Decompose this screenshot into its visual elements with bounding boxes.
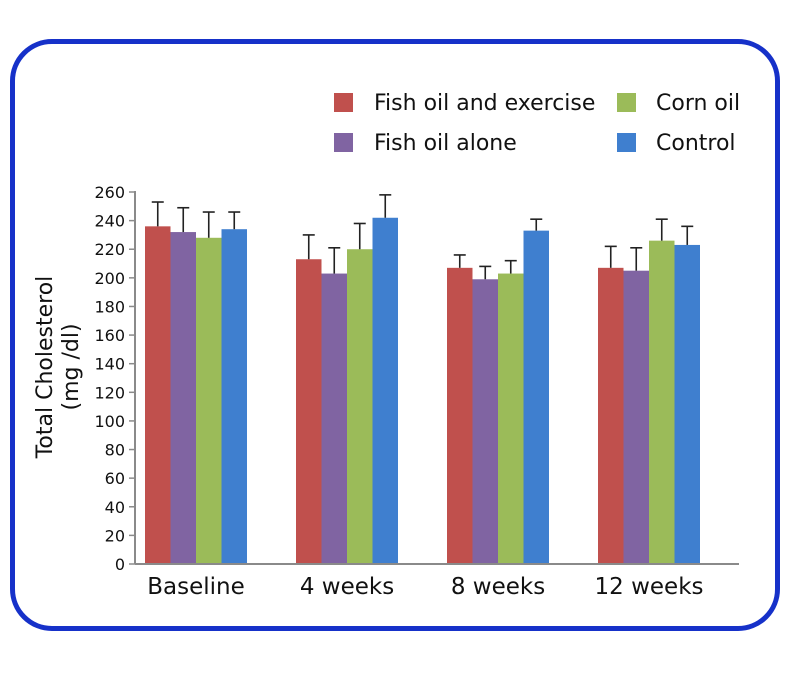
y-tick-label: 20 [105, 526, 125, 545]
x-category-label: 4 weeks [300, 574, 394, 600]
legend-swatch [334, 93, 353, 112]
y-tick-label: 100 [94, 412, 125, 431]
bar-12-weeks-2 [649, 240, 675, 564]
legend-label: Corn oil [656, 91, 740, 116]
bar-baseline-2 [196, 237, 222, 565]
bar-8-weeks-2 [498, 273, 524, 564]
legend-swatch [617, 133, 636, 152]
legend-label: Control [656, 131, 736, 156]
x-category-label: 8 weeks [451, 574, 545, 600]
y-tick-label: 160 [94, 326, 125, 345]
bar-8-weeks-0 [447, 267, 473, 564]
y-tick-label: 260 [94, 183, 125, 202]
y-axis-title: Total Cholesterol (mg /dl) [33, 276, 84, 460]
bar-baseline-1 [170, 232, 196, 565]
bar-12-weeks-3 [674, 244, 700, 564]
legend-label: Fish oil alone [374, 131, 517, 156]
bar-4-weeks-1 [321, 273, 347, 564]
x-axis: Baseline 4 weeks 8 weeks 12 weeks [135, 563, 739, 600]
bar-8-weeks-1 [472, 279, 498, 564]
y-tick-label: 120 [94, 383, 125, 402]
y-axis-title-line2: (mg /dl) [59, 323, 84, 410]
bar-12-weeks-0 [598, 267, 624, 564]
bar-baseline-3 [221, 229, 247, 564]
bar-4-weeks-2 [347, 249, 373, 564]
bars [145, 217, 700, 565]
legend: Fish oil and exercise Fish oil alone Corn … [334, 91, 740, 156]
y-axis: 0 20 40 60 80 100 120 140 160 180 200 220 240 260 [94, 183, 136, 574]
legend-swatch [334, 133, 353, 152]
bar-4-weeks-0 [296, 259, 322, 564]
y-axis-title-line1: Total Cholesterol [33, 276, 58, 460]
y-tick-label: 140 [94, 355, 125, 374]
bar-baseline-0 [145, 226, 171, 565]
y-tick-label: 40 [105, 498, 125, 517]
y-tick-label: 0 [115, 555, 125, 574]
y-tick-label: 240 [94, 212, 125, 231]
bar-8-weeks-3 [523, 230, 549, 564]
legend-swatch [617, 93, 636, 112]
y-tick-label: 220 [94, 240, 125, 259]
y-tick-label: 200 [94, 269, 125, 288]
x-category-label: Baseline [147, 574, 245, 600]
bar-4-weeks-3 [372, 217, 398, 564]
x-category-label: 12 weeks [595, 574, 704, 600]
y-tick-label: 180 [94, 297, 125, 316]
error-bars [151, 194, 694, 280]
y-tick-label: 80 [105, 441, 125, 460]
y-tick-label: 60 [105, 469, 125, 488]
legend-label: Fish oil and exercise [374, 91, 595, 116]
bar-12-weeks-1 [623, 270, 649, 564]
